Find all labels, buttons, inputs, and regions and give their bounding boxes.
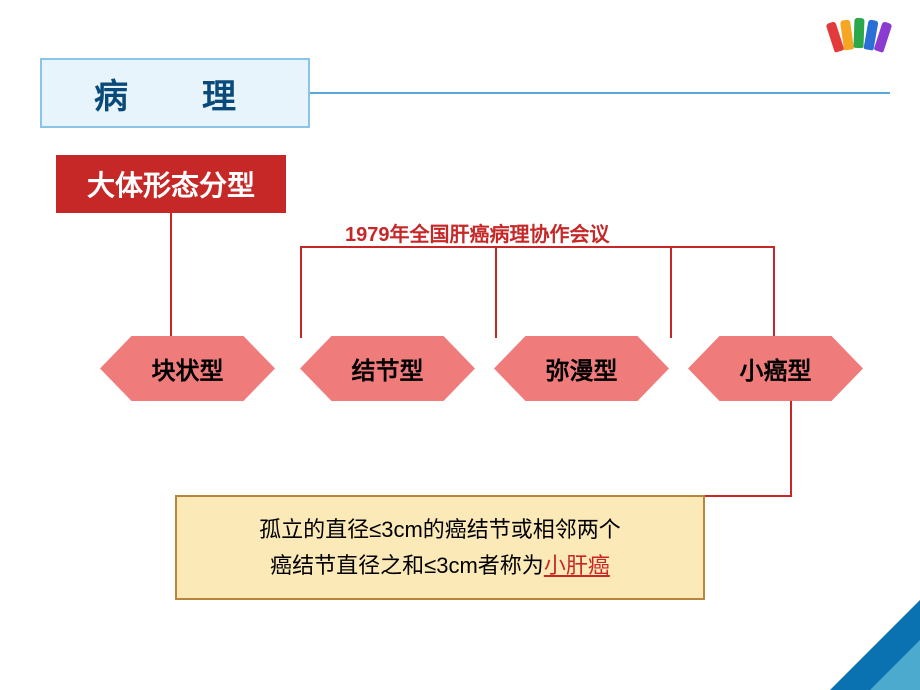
- connector-line: [495, 246, 497, 338]
- classification-node-label: 结节型: [352, 351, 424, 386]
- description-line2-prefix: 癌结节直径之和≤3cm者称为: [270, 553, 544, 578]
- corner-accent-inner: [870, 640, 920, 690]
- connector-line: [773, 246, 775, 338]
- connector-line: [170, 213, 172, 338]
- classification-node: 小癌型: [688, 336, 863, 401]
- classification-node-label: 块状型: [152, 351, 224, 386]
- classification-node: 结节型: [300, 336, 475, 401]
- classification-node: 块状型: [100, 336, 275, 401]
- spray-can: [853, 18, 864, 48]
- section-subtitle: 大体形态分型: [56, 155, 286, 213]
- description-box: 孤立的直径≤3cm的癌结节或相邻两个 癌结节直径之和≤3cm者称为小肝癌: [175, 495, 705, 600]
- spray-cans-icon: [830, 10, 890, 60]
- connector-line: [300, 246, 302, 338]
- reference-label: 1979年全国肝癌病理协作会议: [345, 218, 610, 247]
- description-highlight: 小肝癌: [544, 553, 610, 578]
- description-line2: 癌结节直径之和≤3cm者称为小肝癌: [270, 548, 610, 583]
- classification-node-label: 小癌型: [740, 351, 812, 386]
- connector-line: [300, 246, 775, 248]
- slide-title: 病 理: [40, 58, 310, 128]
- classification-node: 弥漫型: [494, 336, 669, 401]
- classification-node-label: 弥漫型: [546, 351, 618, 386]
- connector-line: [670, 246, 672, 338]
- connector-line: [790, 400, 792, 495]
- title-divider: [310, 92, 890, 94]
- description-line1: 孤立的直径≤3cm的癌结节或相邻两个: [259, 512, 621, 547]
- slide-title-text: 病 理: [94, 69, 256, 118]
- section-subtitle-text: 大体形态分型: [87, 164, 255, 204]
